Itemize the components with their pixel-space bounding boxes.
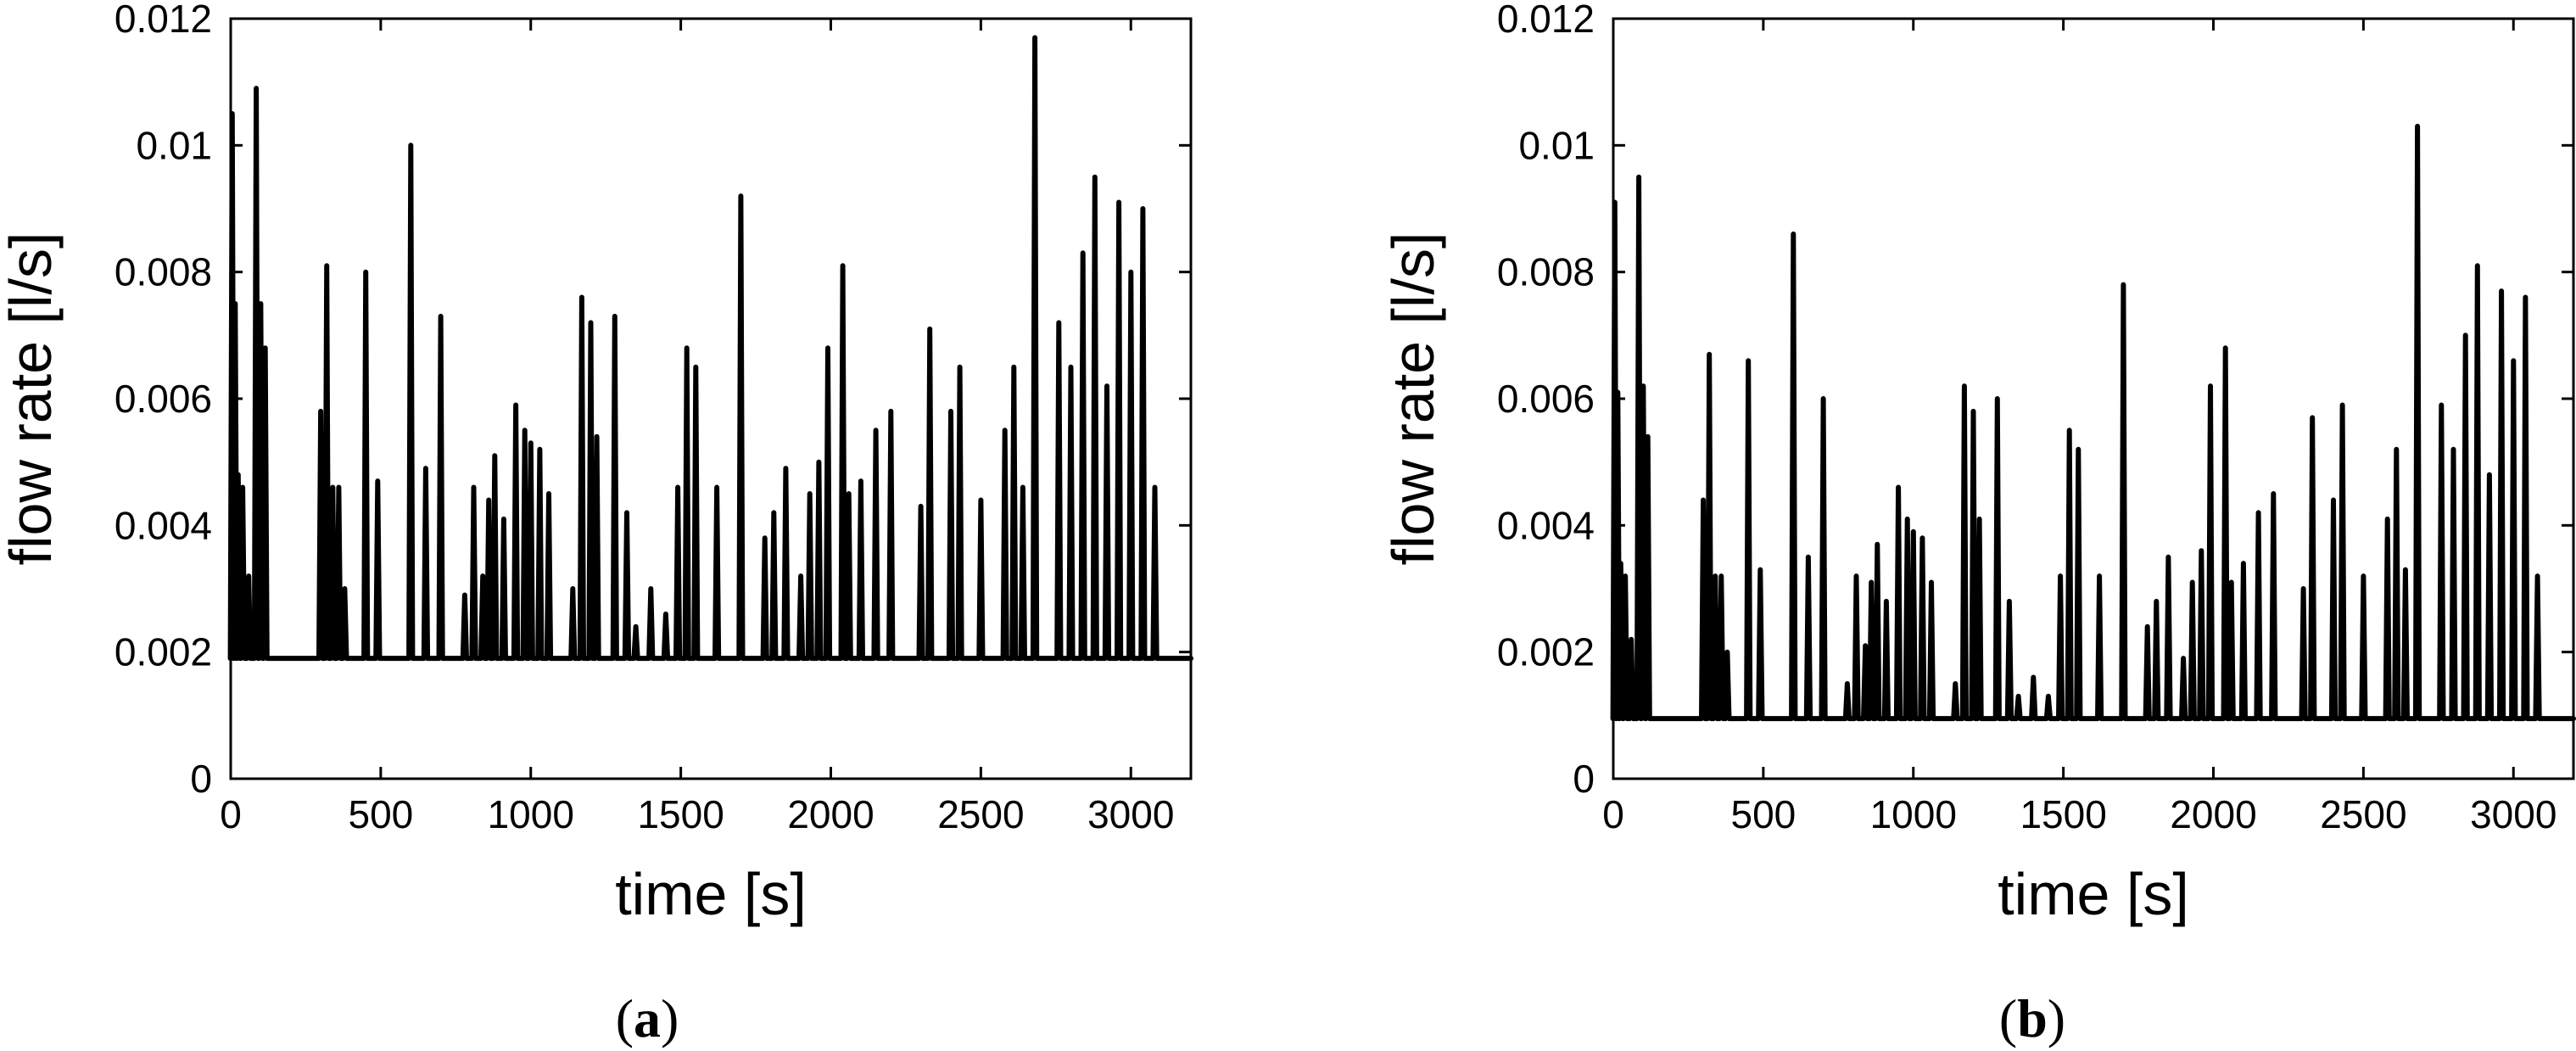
caption-letter: a [634, 988, 661, 1048]
x-tick-label: 1000 [488, 792, 574, 836]
y-tick-label: 0.008 [115, 250, 212, 294]
caption-close: ) [2048, 988, 2065, 1048]
flow-rate-line [1610, 123, 2576, 722]
y-tick-label: 0 [1573, 757, 1595, 801]
x-tick-label: 3000 [1087, 792, 1174, 836]
caption-open: ( [616, 988, 634, 1048]
y-tick-label: 0.004 [1497, 503, 1595, 547]
x-tick-label: 2000 [787, 792, 874, 836]
x-tick-label: 1500 [2020, 792, 2106, 836]
y-tick-label: 0.006 [1497, 377, 1595, 421]
y-tick-label: 0.012 [115, 0, 212, 41]
chart-panel-a: 0 0.002 0.004 0.006 0.008 0.01 0.012 0 500 1000 1… [0, 0, 1193, 1048]
y-tick-label: 0.01 [136, 123, 212, 167]
x-axis: 0 500 1000 1500 2000 2500 3000 [220, 19, 1174, 836]
y-axis: 0 0.002 0.004 0.006 0.008 0.01 0.012 [115, 0, 1191, 801]
caption-close: ) [661, 988, 679, 1048]
x-tick-label: 500 [349, 792, 414, 836]
x-tick-label: 2500 [937, 792, 1024, 836]
y-tick-label: 0.002 [1497, 630, 1595, 674]
chart-panel-b: 0 0.002 0.004 0.006 0.008 0.01 0.012 0 500 1000 1… [1380, 0, 2576, 1048]
y-axis-title: flow rate [l/s] [0, 232, 64, 566]
y-tick-label: 0.006 [115, 377, 212, 421]
y-tick-label: 0.01 [1518, 123, 1595, 167]
x-tick-label: 3000 [2470, 792, 2556, 836]
y-tick-label: 0.002 [115, 630, 212, 674]
panel-caption-b: (b) [1999, 988, 2065, 1048]
x-tick-label: 0 [220, 792, 242, 836]
plot-frame [229, 17, 1193, 780]
caption-letter: b [2017, 988, 2048, 1048]
y-axis-title: flow rate [l/s] [1380, 232, 1446, 566]
y-tick-label: 0.004 [115, 503, 212, 547]
panel-caption-a: (a) [616, 988, 679, 1048]
y-axis: 0 0.002 0.004 0.006 0.008 0.01 0.012 [1497, 0, 2573, 801]
x-tick-label: 2000 [2170, 792, 2256, 836]
x-axis-title: time [s] [1998, 861, 2189, 927]
caption-open: ( [1999, 988, 2017, 1048]
x-tick-label: 0 [1602, 792, 1624, 836]
x-tick-label: 2500 [2320, 792, 2406, 836]
flow-rate-line [227, 35, 1193, 662]
x-axis-title: time [s] [615, 861, 807, 927]
y-tick-label: 0.012 [1497, 0, 1595, 41]
y-tick-label: 0.008 [1497, 250, 1595, 294]
x-axis: 0 500 1000 1500 2000 2500 3000 [1602, 19, 2556, 836]
y-tick-label: 0 [190, 757, 212, 801]
x-tick-label: 1500 [637, 792, 724, 836]
x-tick-label: 500 [1731, 792, 1796, 836]
x-tick-label: 1000 [1870, 792, 1957, 836]
